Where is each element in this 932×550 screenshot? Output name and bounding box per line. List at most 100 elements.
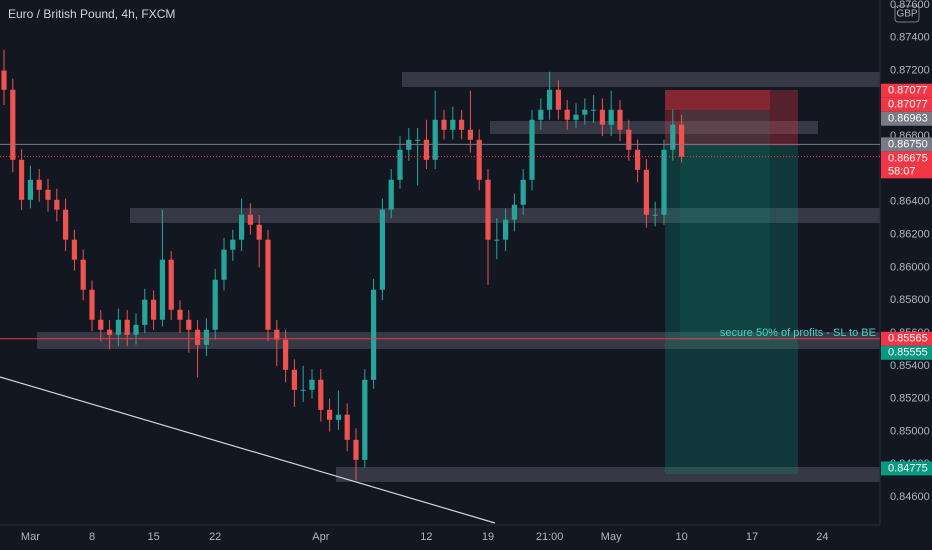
candle-body: [679, 124, 685, 157]
price-label-box: [881, 151, 932, 179]
price-label-box: [881, 461, 932, 476]
y-tick-label: 0.85400: [890, 360, 930, 372]
candle-body: [661, 149, 667, 215]
candle-body: [239, 214, 245, 240]
target-zone-inner: [680, 110, 770, 340]
candle-body: [591, 109, 597, 111]
candle-body: [362, 379, 368, 460]
candle-body: [80, 259, 86, 290]
zone: [490, 121, 818, 134]
candle-body: [115, 319, 121, 335]
candle-body: [626, 129, 632, 150]
x-tick-label: May: [601, 531, 622, 543]
x-tick-label: 19: [482, 531, 494, 543]
stop-zone: [665, 90, 798, 146]
candle-body: [177, 309, 183, 320]
candle-body: [503, 219, 509, 240]
candle-body: [599, 109, 605, 125]
price-label-box: [881, 97, 932, 112]
candle-body: [300, 389, 306, 391]
candle-body: [379, 209, 385, 290]
y-tick-label: 0.86400: [890, 196, 930, 208]
y-tick-label: 0.85200: [890, 393, 930, 405]
candle-body: [538, 109, 544, 120]
price-label: 0.87077: [888, 99, 928, 111]
price-label: 0.86750: [888, 138, 928, 150]
candle-body: [186, 319, 192, 330]
zone: [402, 72, 880, 87]
candle-body: [476, 139, 482, 180]
candle-body: [36, 179, 42, 190]
candle-body: [107, 329, 113, 335]
candle-body: [71, 239, 77, 260]
candle-body: [247, 214, 253, 225]
candle-body: [54, 199, 60, 210]
candle-body: [195, 329, 201, 345]
candle-body: [133, 324, 139, 335]
currency: GBP: [896, 9, 917, 20]
candle-body: [643, 169, 649, 215]
candle-body: [459, 119, 465, 130]
candle-body: [344, 414, 350, 440]
y-tick-label: 0.85800: [890, 294, 930, 306]
stop-zone-inner: [665, 90, 770, 110]
candle-body: [151, 299, 157, 320]
candles: [1, 49, 685, 480]
candle-body: [327, 409, 333, 420]
candle-body: [397, 149, 403, 180]
price-label-box: [881, 345, 932, 360]
currency-button[interactable]: [894, 5, 920, 23]
x-tick-label: 24: [816, 531, 828, 543]
candle-body: [19, 159, 25, 200]
x-tick-label: 21:00: [536, 531, 564, 543]
candle-body: [274, 329, 280, 340]
candle-body: [652, 214, 658, 216]
drawings: [0, 72, 880, 524]
candle-body: [635, 149, 641, 170]
candle-body: [221, 249, 227, 280]
candle-body: [582, 109, 588, 115]
x-tick-label: Mar: [21, 531, 40, 543]
candle-body: [520, 179, 526, 205]
price-label-box: [881, 83, 932, 98]
zone: [336, 467, 880, 482]
candle-body: [415, 139, 421, 141]
x-tick-label: 8: [89, 531, 95, 543]
candle-body: [45, 189, 51, 200]
candle-body: [441, 119, 447, 130]
x-tick-label: 10: [675, 531, 687, 543]
trend-line: [0, 376, 496, 524]
y-tick-label: 0.86200: [890, 229, 930, 241]
candle-body: [89, 289, 95, 320]
candle-body: [203, 329, 209, 345]
candle-body: [98, 319, 104, 330]
zone: [37, 332, 880, 349]
candle-body: [485, 179, 491, 240]
y-tick-label: 0.87400: [890, 32, 930, 44]
price-label-box: [881, 331, 932, 346]
price-label: 0.86963: [888, 113, 928, 125]
candle-body: [494, 239, 500, 241]
candle-body: [291, 369, 297, 390]
candle-body: [617, 109, 623, 130]
candle-body: [371, 289, 377, 380]
candle-body: [353, 439, 359, 460]
x-tick-label: 15: [147, 531, 159, 543]
y-tick-label: 0.84600: [890, 491, 930, 503]
x-tick-label: 22: [209, 531, 221, 543]
candle-body: [318, 379, 324, 410]
candle-body: [547, 89, 553, 110]
price-label: 0.86675: [888, 152, 928, 164]
price-label: 0.85565: [888, 333, 928, 345]
candle-body: [256, 224, 262, 240]
candle-body: [335, 414, 341, 420]
price-label: 0.87077: [888, 85, 928, 97]
candle-body: [1, 70, 7, 90]
price-label: 0.84775: [888, 462, 928, 474]
candle-body: [564, 109, 570, 120]
x-tick-label: Apr: [312, 531, 329, 543]
price-label: 0.85555: [888, 347, 928, 359]
